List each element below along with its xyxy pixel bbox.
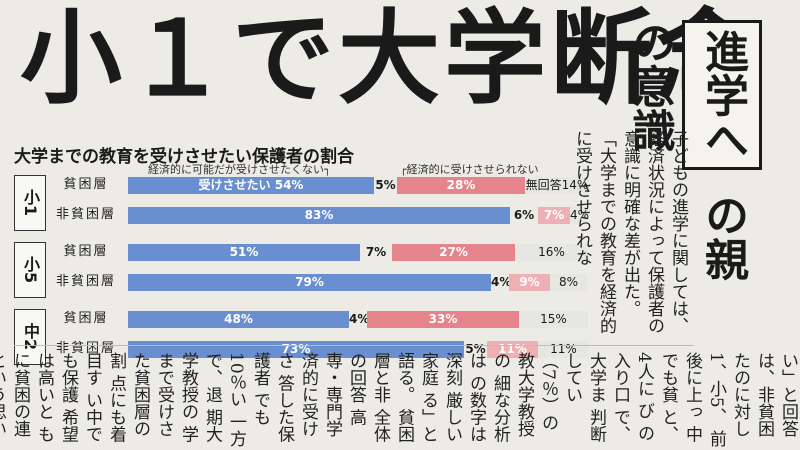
bar-no-answer: 無回答14% [525, 177, 589, 194]
bar-not-want: 4% [491, 275, 512, 289]
table-row: 非貧困層 79% 4% 9% 8% [46, 271, 587, 293]
group-label: 中2 [14, 309, 46, 365]
bar-want: 51% [128, 244, 360, 261]
row-label: 非貧困層 [55, 207, 116, 222]
bar-no-answer: 8% [550, 274, 587, 291]
row-label: 貧困層 [63, 177, 109, 192]
bar-no-answer: 16% [515, 244, 588, 261]
legend-not-want: 経済的に可能だが受けさせたくない┐ [148, 163, 331, 176]
bar-cannot: 33% [367, 311, 519, 328]
bar-no-answer: 4% [570, 207, 590, 224]
bar-cannot: 7% [538, 207, 570, 224]
row-label: 貧困層 [63, 311, 109, 326]
chart-title: 大学までの教育を受けさせたい保護者の割合 [14, 147, 354, 167]
bar-want: 48% [128, 311, 349, 328]
group-label: 小5 [14, 242, 46, 298]
bar-no-answer: 15% [519, 311, 588, 328]
table-row: 非貧困層 83% 6% 7% 4% [46, 204, 590, 226]
bar-not-want: 4% [349, 312, 370, 326]
legend-cannot: ┌経済的に受けさせられない [400, 163, 539, 176]
bar-cannot: 9% [509, 274, 550, 291]
bar-want: 79% [128, 274, 491, 291]
subheadline: 進学へ の親の意識 [624, 20, 762, 320]
divider [14, 345, 694, 346]
bar-cannot: 28% [397, 177, 525, 194]
subheadline-boxed: 進学へ [682, 20, 762, 170]
headline: 小１で大学断念 [20, 0, 762, 119]
table-row: 貧困層 48% 4% 33% 15% [46, 308, 588, 330]
subheadline-plain: の親の意識 [624, 20, 748, 282]
article-text: 子どもの進学に関しては、経済状況によって保護者の意識に明確な差が出た。「大学まで… [572, 130, 688, 334]
table-row: 貧困層 受けさせたい 54% 5% 28% 無回答14% [46, 174, 589, 196]
bar-want: 受けさせたい 54% [128, 177, 374, 194]
row-label: 非貧困層 [55, 274, 116, 289]
bar-cannot: 27% [392, 244, 515, 261]
table-row: 貧困層 51% 7% 27% 16% [46, 241, 588, 263]
group-label: 小1 [14, 175, 46, 231]
bar-want: 83% [128, 207, 510, 224]
lower-article-text: い」と回答 は、非貧困 たのに対し 1、小5、 前後に上っ 中でも貧 と、4人に… [0, 352, 798, 448]
bar-not-want: 7% [365, 245, 387, 259]
bar-not-want: 6% [513, 208, 535, 222]
row-label: 貧困層 [63, 244, 109, 259]
row-label: 非貧困層 [55, 341, 116, 356]
bar-not-want: 5% [375, 178, 396, 192]
